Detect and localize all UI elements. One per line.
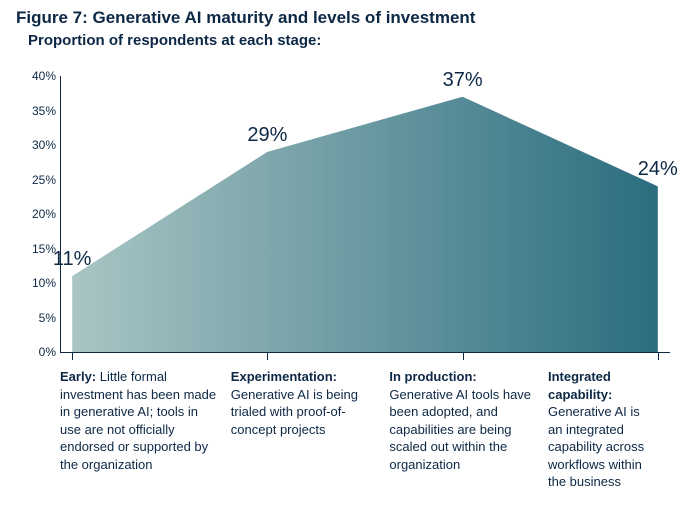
data-label: 24%: [638, 158, 678, 181]
y-tick-label: 10%: [20, 276, 56, 290]
x-category: Integrated capability: Generative AI is …: [548, 368, 670, 491]
area-chart: [60, 76, 670, 352]
y-tick-label: 30%: [20, 138, 56, 152]
x-category-body: Generative AI is an integrated capabilit…: [548, 404, 644, 489]
y-tick-label: 40%: [20, 69, 56, 83]
x-axis-labels: Early: Little formal investment has been…: [60, 368, 670, 491]
data-label: 37%: [443, 69, 483, 92]
x-category-body: Generative AI is being trialed with proo…: [231, 387, 358, 437]
x-category-heading: Integrated capability:: [548, 369, 612, 402]
x-category-heading: In production:: [389, 369, 476, 384]
y-tick-label: 0%: [20, 345, 56, 359]
x-tick: [72, 352, 73, 360]
x-category: Experimentation: Generative AI is being …: [231, 368, 390, 491]
x-category-heading: Experimentation:: [231, 369, 337, 384]
data-label: 11%: [53, 248, 92, 271]
y-axis-line: [60, 76, 61, 352]
y-tick-label: 35%: [20, 104, 56, 118]
x-category-body: Little formal investment has been made i…: [60, 369, 216, 472]
x-tick: [267, 352, 268, 360]
y-tick-label: 20%: [20, 207, 56, 221]
x-tick: [463, 352, 464, 360]
area-fill: [72, 97, 658, 352]
x-category: In production: Generative AI tools have …: [389, 368, 548, 491]
x-category-heading: Early:: [60, 369, 100, 384]
x-tick: [658, 352, 659, 360]
y-tick-label: 25%: [20, 173, 56, 187]
y-tick-label: 5%: [20, 311, 56, 325]
figure-subtitle: Proportion of respondents at each stage:: [0, 30, 700, 49]
figure-title: Figure 7: Generative AI maturity and lev…: [0, 0, 700, 30]
data-label: 29%: [247, 124, 287, 147]
x-category-body: Generative AI tools have been adopted, a…: [389, 387, 531, 472]
y-tick-label: 15%: [20, 242, 56, 256]
x-category: Early: Little formal investment has been…: [60, 368, 231, 491]
y-axis: 0%5%10%15%20%25%30%35%40%: [20, 76, 56, 352]
x-axis-line: [60, 352, 670, 353]
